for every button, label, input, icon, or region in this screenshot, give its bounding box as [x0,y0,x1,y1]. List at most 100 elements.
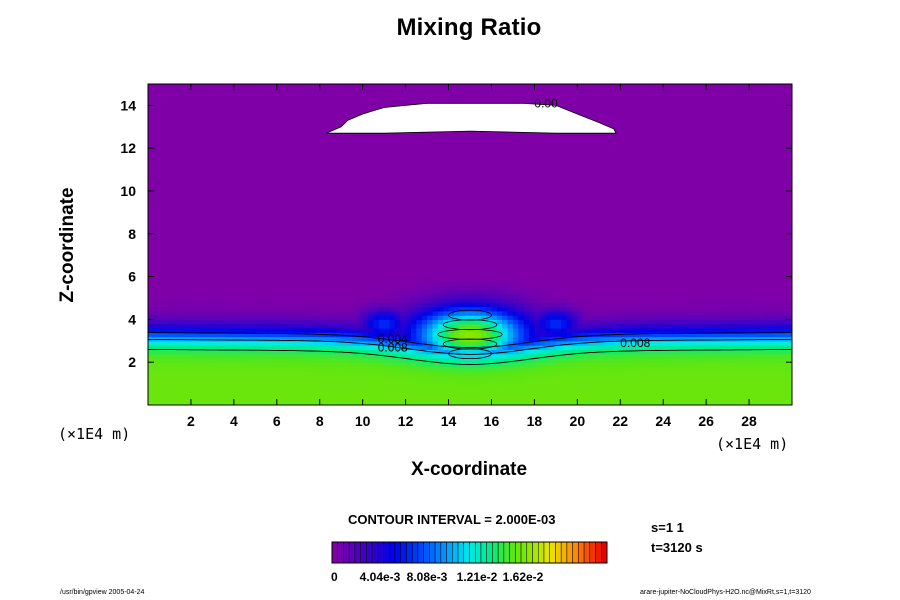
field-cell [480,392,487,398]
field-cell [620,379,627,385]
field-cell [534,383,541,389]
field-cell [368,366,374,372]
field-cell [249,375,256,380]
field-cell [732,336,739,342]
field-cell [550,366,557,372]
field-cell [716,298,723,303]
field-cell [153,345,160,350]
field-cell [453,375,460,380]
field-cell [754,315,761,320]
field-cell [512,302,519,308]
field-cell [190,293,197,299]
field-cell [775,319,782,325]
field-cell [550,319,557,325]
field-cell [775,323,782,329]
field-cell [201,396,208,402]
field-cell [427,400,434,405]
field-cell [598,345,605,350]
field-cell [196,310,203,316]
field-cell [148,306,154,312]
field-cell [588,353,595,359]
field-cell [470,366,476,372]
field-cell [700,400,707,405]
field-cell [759,357,766,363]
field-cell [711,293,718,299]
field-cell [410,387,417,393]
field-cell [690,293,696,299]
field-cell [459,370,466,376]
field-cell [266,302,273,308]
field-cell [298,392,305,398]
field-cell [604,366,611,372]
field-cell [298,353,305,359]
field-cell [362,315,369,320]
field-cell [555,349,562,355]
field-cell [164,306,171,312]
field-cell [437,315,444,320]
field-cell [410,375,417,380]
field-cell [287,315,294,320]
field-cell [512,400,519,405]
field-cell [523,400,530,405]
field-cell [410,396,417,402]
field-cell [464,298,471,303]
field-cell [496,375,503,380]
field-cell [786,383,792,389]
field-cell [636,327,643,333]
field-cell [598,315,605,320]
field-cell [351,349,358,355]
field-cell [636,396,643,402]
field-cell [486,379,493,385]
field-cell [239,302,246,308]
field-cell [614,336,621,342]
field-cell [266,340,273,346]
field-cell [416,379,423,385]
field-cell [571,319,578,325]
field-cell [421,379,428,385]
field-cell [394,336,401,342]
field-cell [491,383,498,389]
field-cell [625,366,632,372]
field-cell [507,336,514,342]
field-cell [475,383,482,389]
field-cell [588,336,595,342]
field-cell [593,392,600,398]
field-cell [153,379,160,385]
field-cell [577,293,584,299]
field-cell [228,345,235,350]
field-cell [421,396,428,402]
field-cell [330,353,337,359]
field-cell [598,370,605,376]
field-cell [620,302,627,308]
field-cell [738,315,745,320]
field-cell [523,366,530,372]
field-cell [421,310,428,316]
field-cell [416,319,423,325]
field-cell [716,336,723,342]
field-cell [319,375,326,380]
field-cell [309,370,315,376]
field-cell [604,362,611,368]
field-cell [561,392,568,398]
field-cell [287,396,294,402]
field-cell [287,392,294,398]
field-cell [775,345,782,350]
field-cell [770,362,777,368]
field-cell [180,315,187,320]
field-cell [732,302,739,308]
field-cell [233,293,240,299]
field-cell [180,349,187,355]
field-cell [421,345,428,350]
field-cell [223,366,230,372]
field-cell [244,340,251,346]
field-cell [518,319,525,325]
field-cell [614,315,621,320]
field-cell [276,319,283,325]
field-cell [673,362,680,368]
field-cell [470,375,476,380]
field-cell [512,306,519,312]
field-cell [657,375,664,380]
field-cell [309,302,315,308]
field-cell [668,306,675,312]
field-cell [266,289,273,295]
